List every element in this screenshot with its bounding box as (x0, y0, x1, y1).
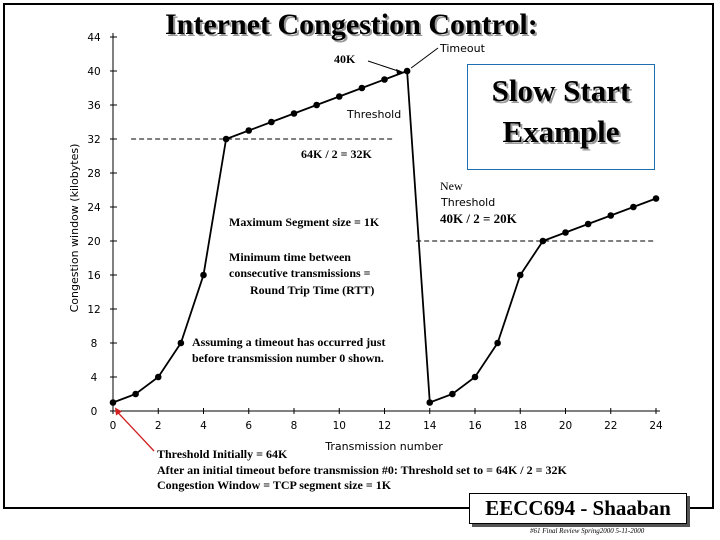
annotation-layer: 40K Timeout Threshold 64K / 2 = 32K New Thres… (115, 42, 518, 452)
data-point (177, 339, 185, 347)
y-tick-label: 40 (87, 66, 100, 78)
data-point (313, 101, 320, 109)
x-tick-label: 10 (333, 420, 346, 432)
red-pointer-line (115, 410, 155, 452)
label-threshold: Threshold (346, 108, 401, 121)
y-axis-title: Congestion window (kilobytes) (68, 144, 81, 313)
y-tick-label: 36 (87, 100, 101, 112)
y-tick-label: 32 (87, 134, 100, 146)
pointer-timeout (410, 47, 439, 69)
bottom-note-1: Threshold Initially = 64K (157, 447, 288, 461)
data-point (109, 399, 117, 406)
data-point (516, 271, 524, 279)
red-pointer-head (115, 407, 122, 416)
x-tick-label: 4 (200, 420, 207, 432)
y-tick-label: 0 (91, 406, 98, 418)
label-threshold-new: Threshold (440, 196, 495, 209)
footer-small-text: #61 Final Review Spring2000 5-11-2000 (530, 527, 645, 535)
x-tick-label: 8 (291, 420, 298, 432)
callout-line-2: Example (502, 114, 620, 149)
data-point (245, 127, 253, 134)
label-max-segment: Maximum Segment size = 1K (229, 215, 380, 229)
label-40k: 40K (334, 52, 356, 66)
label-min-time-1: Minimum time between (229, 250, 351, 264)
label-half-20: 40K / 2 = 20K (440, 211, 518, 226)
bottom-note-3: Congestion Window = TCP segment size = 1… (157, 478, 392, 492)
data-point (290, 110, 298, 117)
x-tick-label: 12 (378, 420, 391, 432)
data-point (132, 390, 139, 398)
label-half-32: 64K / 2 = 32K (301, 147, 373, 161)
y-tick-label: 8 (91, 338, 98, 350)
x-tick-label: 16 (468, 420, 482, 432)
label-new: New (440, 179, 463, 193)
data-point (268, 118, 275, 126)
y-tick-label: 4 (91, 372, 98, 384)
y-tick-label: 16 (87, 270, 101, 282)
data-point (154, 373, 162, 381)
data-point (471, 373, 479, 381)
callout-line-1: Slow Start (491, 73, 631, 108)
footer-label: EECC694 - Shaaban (469, 493, 687, 524)
bottom-note-2: After an initial timeout before transmis… (157, 462, 567, 477)
data-point (652, 195, 660, 202)
x-tick-label: 22 (604, 420, 617, 432)
x-axis-title: Transmission number (324, 440, 443, 453)
y-tick-label: 24 (87, 202, 101, 214)
label-min-time-2: consecutive transmissions = (229, 266, 371, 280)
x-tick-label: 18 (514, 420, 527, 432)
x-tick-label: 2 (155, 420, 162, 432)
series-layer (109, 67, 660, 406)
data-point (200, 271, 207, 279)
data-point (449, 390, 456, 398)
data-point (426, 399, 434, 406)
label-min-time-3: Round Trip Time (RTT) (250, 283, 374, 297)
data-point (539, 237, 547, 245)
y-tick-label: 20 (87, 236, 100, 248)
x-tick-label: 0 (110, 420, 117, 432)
data-point (562, 229, 569, 236)
bottom-notes: Threshold Initially = 64K After an initi… (157, 447, 567, 494)
x-tick-label: 6 (245, 420, 252, 432)
data-point (403, 67, 411, 75)
data-point (358, 84, 366, 92)
x-tick-label: 24 (649, 420, 663, 432)
label-assume-2: before transmission number 0 shown. (192, 351, 384, 365)
data-point (584, 220, 592, 228)
slide-title: Internet Congestion Control: (165, 8, 538, 41)
x-tick-label: 20 (559, 420, 572, 432)
data-point (494, 339, 501, 347)
data-point (381, 76, 388, 83)
arrow-40k (367, 60, 402, 73)
y-tick-label: 12 (87, 304, 100, 316)
y-tick-label: 28 (87, 168, 100, 180)
label-assume-1: Assuming a timeout has occurred just (192, 335, 385, 349)
arrowhead-40k (396, 69, 404, 75)
x-tick-label: 14 (423, 420, 437, 432)
data-point (222, 135, 230, 143)
threshold-lines (131, 138, 656, 242)
label-timeout: Timeout (439, 42, 486, 55)
data-point (607, 212, 615, 219)
y-tick-label: 44 (87, 32, 101, 44)
data-point (335, 93, 343, 100)
data-point (630, 203, 637, 211)
slow-start-callout: Slow Start Example (467, 64, 655, 170)
